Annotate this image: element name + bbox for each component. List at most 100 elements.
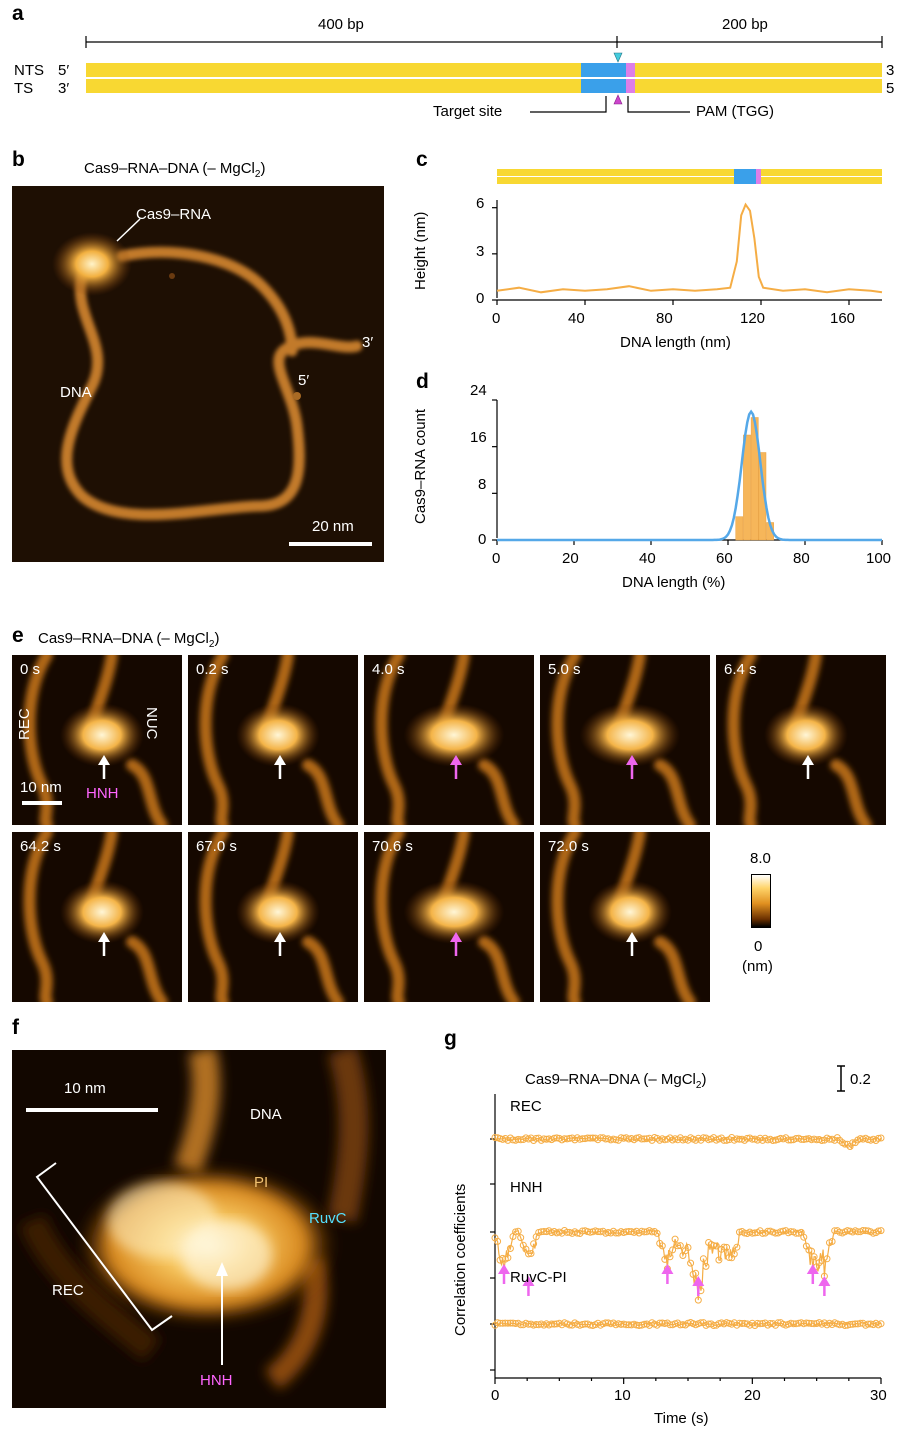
- trace-point: [563, 1228, 571, 1236]
- trace-point: [491, 1134, 499, 1141]
- nts-5prime: 5′: [58, 62, 70, 79]
- panel-g-title: Cas9–RNA–DNA (– MgCl2): [525, 1071, 706, 1091]
- trace-point: [586, 1321, 594, 1329]
- g-trace-label-rec: REC: [510, 1098, 542, 1115]
- trace-point: [625, 1321, 633, 1329]
- trace-point: [622, 1228, 630, 1236]
- g-trace-label-hnh: HNH: [510, 1179, 543, 1196]
- trace-point: [669, 1246, 677, 1254]
- trace-point: [640, 1320, 648, 1328]
- ts-strand: [86, 79, 882, 93]
- panel-b-title-sub: 2: [254, 169, 261, 180]
- d-ytick-16: 16: [470, 429, 487, 446]
- dip-arrow-icon: [522, 1276, 535, 1296]
- cleavage-marker-bottom-icon: [613, 94, 623, 105]
- trace-point: [604, 1229, 612, 1236]
- trace-point: [509, 1319, 517, 1327]
- g-xtick-30: 30: [870, 1387, 887, 1404]
- e-scale-10nm: 10 nm: [20, 779, 62, 796]
- dna-label: DNA: [60, 384, 92, 401]
- trace-point: [509, 1136, 517, 1144]
- hnh-arrow-icon: [274, 755, 286, 779]
- trace-point: [826, 1135, 833, 1143]
- nts-strand: [86, 63, 882, 77]
- trace-point: [808, 1136, 815, 1144]
- d-xtick-20: 20: [562, 550, 579, 567]
- c-ylabel: Height (nm): [412, 211, 429, 290]
- afm-image-dna-overview: Cas9–RNA DNA 3′ 5′ 20 nm: [12, 186, 384, 562]
- trace-point: [841, 1322, 849, 1329]
- g-ylabel: Correlation coefficients: [452, 1183, 469, 1336]
- dip-arrow-icon: [692, 1276, 705, 1296]
- trace-point: [720, 1243, 728, 1251]
- trace-point: [846, 1321, 854, 1328]
- trace-point: [661, 1320, 669, 1327]
- trace-point: [756, 1320, 764, 1328]
- trace-point: [633, 1134, 640, 1142]
- f-rec-label: REC: [52, 1282, 84, 1299]
- hnh-arrow-icon: [98, 932, 110, 956]
- panel-a-label: a: [12, 2, 24, 25]
- afm-frame: 4.0 s: [364, 655, 534, 825]
- hnh-arrow-icon: [274, 932, 286, 956]
- trace-point: [658, 1242, 666, 1250]
- d-xtick-0: 0: [492, 550, 501, 567]
- frame-time-label: 70.6 s: [372, 838, 413, 855]
- g-trace-label-ruvc-pi: RuvC-PI: [510, 1269, 567, 1286]
- trace-point: [597, 1134, 604, 1142]
- trace-point: [638, 1135, 646, 1143]
- panel-e-title-end: ): [214, 630, 220, 647]
- trace-point: [800, 1233, 808, 1241]
- ts-3prime: 3′: [58, 80, 70, 97]
- dip-arrow-icon: [498, 1264, 511, 1284]
- trace-point: [579, 1321, 586, 1328]
- trace-point: [764, 1227, 772, 1235]
- frame-time-label: 5.0 s: [548, 661, 581, 678]
- correlation-chart: [490, 1065, 885, 1384]
- afm-frame: 6.4 s: [716, 655, 886, 825]
- g-xtick-0: 0: [491, 1387, 500, 1404]
- trace-point: [656, 1319, 664, 1327]
- trace-point: [777, 1134, 785, 1142]
- height-colorbar: [751, 874, 771, 928]
- trace-point: [813, 1136, 821, 1144]
- trace-point: [797, 1135, 805, 1143]
- trace-point: [640, 1135, 648, 1143]
- ts-label: TS: [14, 80, 34, 97]
- trace-point: [517, 1234, 525, 1242]
- trace-point: [787, 1319, 795, 1327]
- trace-point: [602, 1135, 610, 1143]
- trace-point: [790, 1320, 797, 1328]
- trace-point: [877, 1134, 885, 1142]
- trace-point: [622, 1321, 630, 1329]
- trace-point: [530, 1321, 538, 1329]
- d-xlabel: DNA length (%): [622, 574, 726, 591]
- trace-point: [792, 1229, 800, 1237]
- height-profile-chart: [492, 169, 883, 305]
- trace-point: [712, 1242, 720, 1250]
- trace-point: [640, 1228, 648, 1236]
- dna-construct-diagram: [85, 36, 883, 113]
- end-5prime-label: 5′: [298, 372, 310, 389]
- hnh-arrow-icon: [450, 755, 462, 779]
- trace-point: [810, 1253, 818, 1261]
- panel-g-title-sub: 2: [695, 1080, 702, 1091]
- trace-point: [512, 1320, 520, 1327]
- hnh-arrow-icon: [450, 932, 462, 956]
- profile-dna-bar: [497, 169, 882, 184]
- scale-bar-20nm: 20 nm: [312, 518, 354, 535]
- trace-point: [550, 1134, 558, 1142]
- trace-point: [823, 1255, 831, 1263]
- trace-point: [576, 1135, 584, 1143]
- trace-point: [501, 1319, 509, 1327]
- trace-point: [702, 1262, 710, 1270]
- g-xlabel: Time (s): [654, 1410, 709, 1427]
- c-xtick-0: 0: [492, 310, 501, 327]
- trace-point: [537, 1228, 545, 1236]
- dip-arrow-icon: [818, 1276, 831, 1296]
- trace-point: [635, 1322, 643, 1329]
- trace-point: [532, 1321, 540, 1328]
- trace-point: [653, 1229, 661, 1237]
- trace-point: [633, 1321, 640, 1329]
- cleavage-marker-top-icon: [613, 52, 623, 63]
